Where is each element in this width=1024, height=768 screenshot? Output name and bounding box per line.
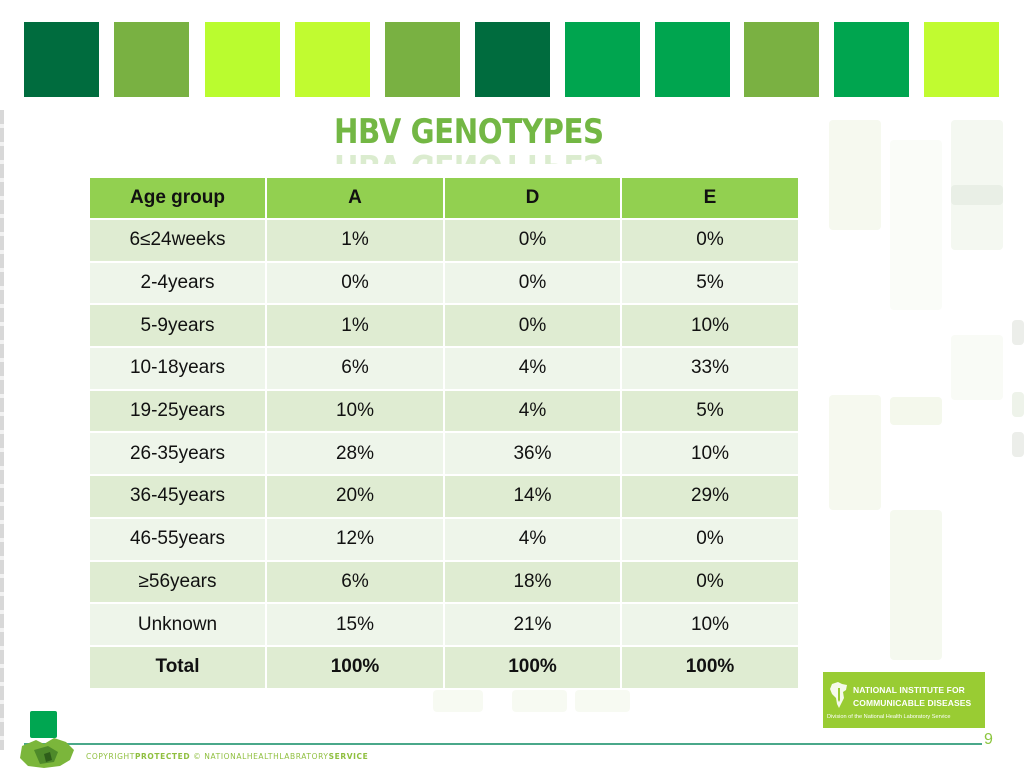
- cell-age-group: 46-55years: [88, 516, 267, 562]
- color-square: [205, 22, 280, 97]
- cell-e: 33%: [620, 346, 800, 391]
- color-square: [924, 22, 999, 97]
- color-square: [565, 22, 640, 97]
- logo-text-line1: NATIONAL INSTITUTE FOR: [853, 685, 965, 695]
- cell-total-a: 100%: [265, 644, 445, 690]
- cell-e: 10%: [620, 431, 800, 477]
- color-square: [295, 22, 370, 97]
- slide-title-reflection-text: HBV GENOTYPES: [334, 146, 604, 164]
- cell-age-group: 2-4years: [88, 260, 267, 306]
- copyright-symbol: ©: [193, 752, 202, 761]
- color-square: [24, 22, 99, 97]
- cell-age-group: 5-9years: [88, 303, 267, 349]
- table-row: ≥56years 6% 18% 0%: [88, 559, 800, 605]
- cell-a: 10%: [265, 388, 445, 434]
- cell-a: 6%: [265, 559, 445, 605]
- copyright-notice: COPYRIGHTPROTECTED © NATIONALHEALTHLABRA…: [86, 752, 368, 761]
- color-square: [385, 22, 460, 97]
- cell-d: 4%: [443, 388, 622, 434]
- cell-d: 4%: [443, 346, 622, 391]
- cell-d: 18%: [443, 559, 622, 605]
- top-color-squares: [0, 0, 1024, 110]
- cell-age-group: 26-35years: [88, 431, 267, 477]
- footer-divider: [24, 743, 982, 745]
- table-row: 2-4years 0% 0% 5%: [88, 260, 800, 306]
- cell-d: 21%: [443, 602, 622, 647]
- copyright-part2: PROTECTED: [134, 752, 191, 761]
- footer-leaf-art-icon: [20, 738, 74, 768]
- footer-green-square: [30, 711, 57, 738]
- cell-e: 10%: [620, 602, 800, 647]
- copyright-part4: SERVICE: [328, 752, 369, 761]
- table-row: 26-35years 28% 36% 10%: [88, 431, 800, 477]
- slide-title-reflection: HBV GENOTYPES: [0, 146, 938, 164]
- cell-e: 29%: [620, 474, 800, 519]
- table-row: Unknown 15% 21% 10%: [88, 602, 800, 647]
- cell-e: 0%: [620, 218, 800, 263]
- header-genotype-d: D: [443, 176, 622, 220]
- cell-age-group: 19-25years: [88, 388, 267, 434]
- header-genotype-e: E: [620, 176, 800, 220]
- cell-e: 5%: [620, 388, 800, 434]
- cell-age-group: 6≤24weeks: [88, 218, 267, 263]
- cell-e: 10%: [620, 303, 800, 349]
- cell-d: 14%: [443, 474, 622, 519]
- cell-a: 28%: [265, 431, 445, 477]
- cell-a: 20%: [265, 474, 445, 519]
- slide-title-container: HBV GENOTYPES: [0, 112, 938, 152]
- genotype-table: Age group A D E 6≤24weeks 1% 0% 0% 2-4ye…: [88, 176, 800, 690]
- header-genotype-a: A: [265, 176, 445, 220]
- nicd-logo: NATIONAL INSTITUTE FOR COMMUNICABLE DISE…: [823, 672, 985, 728]
- cell-age-group: 10-18years: [88, 346, 267, 391]
- cell-a: 1%: [265, 218, 445, 263]
- logo-text-line3: Division of the National Health Laborato…: [827, 714, 951, 720]
- color-square: [475, 22, 550, 97]
- table-row: 5-9years 1% 0% 10%: [88, 303, 800, 349]
- cell-d: 4%: [443, 516, 622, 562]
- cell-age-group: Unknown: [88, 602, 267, 647]
- color-square: [834, 22, 909, 97]
- africa-map-icon: [830, 682, 847, 708]
- table-total-row: Total 100% 100% 100%: [88, 644, 800, 690]
- copyright-part3: NATIONALHEALTHLABRATORY: [204, 752, 329, 761]
- table-row: 10-18years 6% 4% 33%: [88, 346, 800, 391]
- cell-d: 0%: [443, 260, 622, 306]
- table-row: 36-45years 20% 14% 29%: [88, 474, 800, 519]
- cell-d: 36%: [443, 431, 622, 477]
- cell-age-group: 36-45years: [88, 474, 267, 519]
- cell-a: 0%: [265, 260, 445, 306]
- cell-a: 1%: [265, 303, 445, 349]
- cell-d: 0%: [443, 303, 622, 349]
- table-row: 6≤24weeks 1% 0% 0%: [88, 218, 800, 263]
- logo-text-line2: COMMUNICABLE DISEASES: [853, 698, 972, 708]
- cell-e: 0%: [620, 559, 800, 605]
- cell-e: 5%: [620, 260, 800, 306]
- color-square: [114, 22, 189, 97]
- copyright-part1: COPYRIGHT: [86, 752, 135, 761]
- table-row: 19-25years 10% 4% 5%: [88, 388, 800, 434]
- header-age-group: Age group: [88, 176, 267, 220]
- table-header-row: Age group A D E: [88, 176, 800, 220]
- cell-total-e: 100%: [620, 644, 800, 690]
- left-edge-decoration: [0, 110, 4, 750]
- cell-a: 6%: [265, 346, 445, 391]
- cell-total-label: Total: [88, 644, 267, 690]
- color-square: [744, 22, 819, 97]
- cell-d: 0%: [443, 218, 622, 263]
- cell-age-group: ≥56years: [88, 559, 267, 605]
- slide-title: HBV GENOTYPES: [334, 112, 604, 152]
- cell-a: 12%: [265, 516, 445, 562]
- page-number: 9: [984, 731, 993, 748]
- cell-a: 15%: [265, 602, 445, 647]
- table-row: 46-55years 12% 4% 0%: [88, 516, 800, 562]
- cell-e: 0%: [620, 516, 800, 562]
- color-square: [655, 22, 730, 97]
- cell-total-d: 100%: [443, 644, 622, 690]
